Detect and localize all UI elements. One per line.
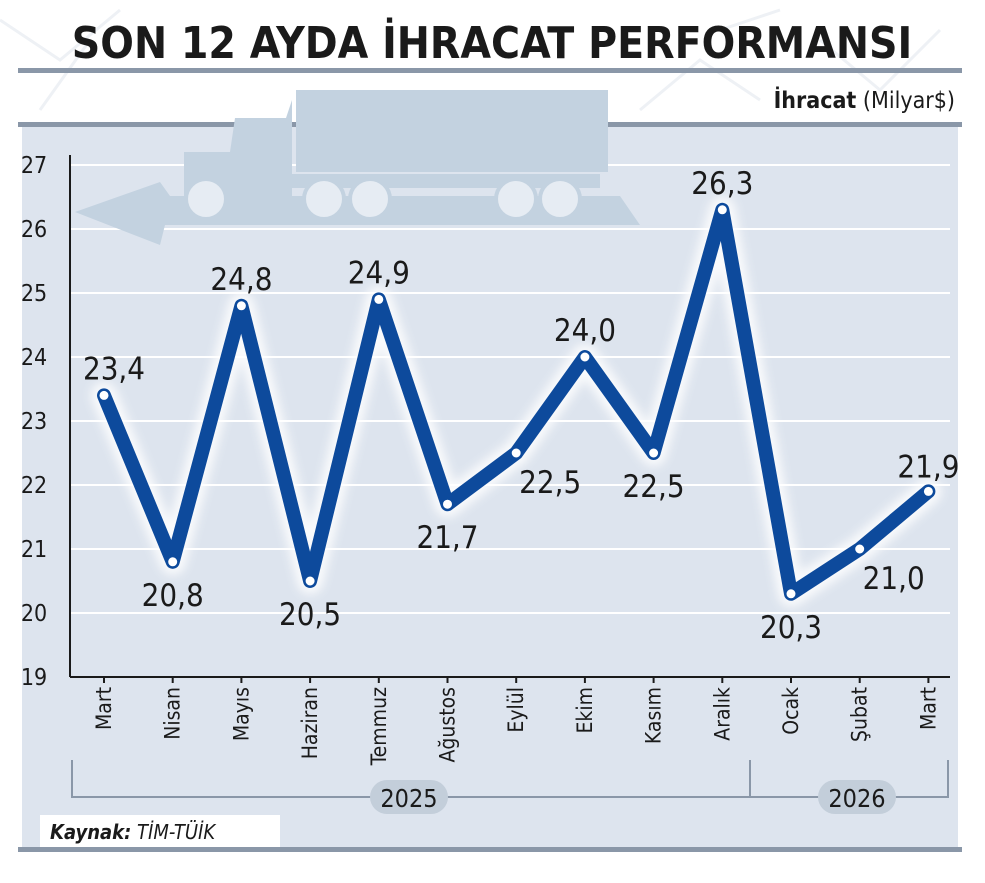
data-label: 20,8	[142, 578, 204, 614]
y-tick-label: 22	[21, 473, 47, 499]
data-point	[510, 447, 522, 459]
year-group-2025: 2025	[71, 760, 751, 814]
data-label: 21,0	[863, 561, 925, 597]
year-badge	[818, 780, 896, 814]
x-tick-label: Ocak	[779, 687, 803, 735]
y-tick-label: 21	[21, 537, 47, 563]
unit-label-bold: İhracat	[774, 86, 857, 114]
y-tick-label: 23	[21, 409, 47, 435]
y-tick-label: 24	[21, 345, 47, 371]
data-point	[648, 447, 660, 459]
year-bracket	[750, 760, 949, 798]
data-label: 20,3	[760, 610, 822, 646]
data-label: 21,9	[897, 449, 959, 485]
y-tick-label: 25	[21, 281, 47, 307]
unit-label: İhracat (Milyar$)	[774, 86, 955, 114]
year-badge	[370, 780, 448, 814]
truck-illustration	[75, 90, 640, 245]
x-tick-label: Nisan	[161, 687, 185, 740]
x-tick-label: Haziran	[298, 687, 322, 759]
truck-trailer	[296, 90, 608, 172]
x-tick-label: Mayıs	[229, 687, 253, 741]
data-point	[854, 543, 866, 555]
data-label: 20,5	[279, 597, 341, 633]
data-label: 24,8	[210, 262, 272, 298]
truck-cab	[184, 100, 292, 196]
data-label: 24,0	[554, 313, 616, 349]
chart-title: SON 12 AYDA İHRACAT PERFORMANSI	[72, 16, 912, 69]
data-point	[922, 485, 934, 497]
data-point	[304, 575, 316, 587]
background-network-decoration	[0, 8, 942, 112]
unit-label-rest: (Milyar$)	[856, 88, 955, 114]
data-label: 21,7	[416, 520, 478, 556]
truck-wheel	[348, 177, 392, 221]
data-label: 24,9	[348, 255, 410, 291]
x-tick-label: Kasım	[642, 687, 666, 744]
x-tick-label: Eylül	[504, 687, 528, 733]
x-tick-label: Ekim	[573, 687, 597, 734]
x-axis: Mart Nisan Mayıs Haziran Temmuz Ağustos Eylül E…	[92, 677, 940, 766]
truck-wheel	[494, 177, 538, 221]
top-rule	[18, 68, 962, 73]
bottom-rule	[18, 847, 962, 852]
x-tick-label: Şubat	[848, 687, 872, 742]
data-point	[716, 204, 728, 216]
data-point	[442, 498, 453, 510]
export-series	[91, 196, 942, 607]
y-tick-label: 26	[21, 217, 47, 243]
x-tick-label: Temmuz	[367, 687, 391, 766]
data-point	[235, 300, 247, 312]
source-value: TİM-TÜİK	[131, 820, 216, 844]
y-tick-label: 27	[21, 153, 47, 179]
year-label: 2026	[828, 784, 885, 813]
data-point	[373, 293, 385, 305]
data-point	[785, 588, 797, 600]
truck-wheel	[184, 177, 228, 221]
data-label: 26,3	[691, 166, 753, 202]
data-point	[98, 389, 110, 401]
source-box	[40, 815, 280, 847]
x-tick-label: Mart	[916, 687, 940, 730]
data-point	[579, 351, 591, 363]
year-label: 2025	[380, 784, 437, 813]
y-tick-label: 20	[21, 601, 47, 627]
value-labels: 23,4 20,8 24,8 20,5 24,9 21,7 22,5 24,0 22,5 26,3…	[83, 166, 959, 646]
x-tick-label: Mart	[92, 687, 116, 730]
x-tick-label: Ağustos	[436, 687, 460, 763]
data-point	[167, 556, 179, 568]
truck-wheel	[302, 177, 346, 221]
source-text: Kaynak: TİM-TÜİK	[50, 820, 216, 844]
data-label: 23,4	[83, 351, 145, 387]
source-label: Kaynak:	[50, 820, 131, 844]
y-axis: 19 20 21 22 23 24 25 26 27	[21, 153, 950, 691]
truck-wheel	[538, 177, 582, 221]
year-group-2026: 2026	[750, 760, 949, 814]
x-tick-label: Aralık	[710, 687, 734, 741]
data-label: 22,5	[623, 469, 685, 505]
y-tick-label: 19	[21, 665, 47, 691]
data-label: 22,5	[519, 465, 581, 501]
